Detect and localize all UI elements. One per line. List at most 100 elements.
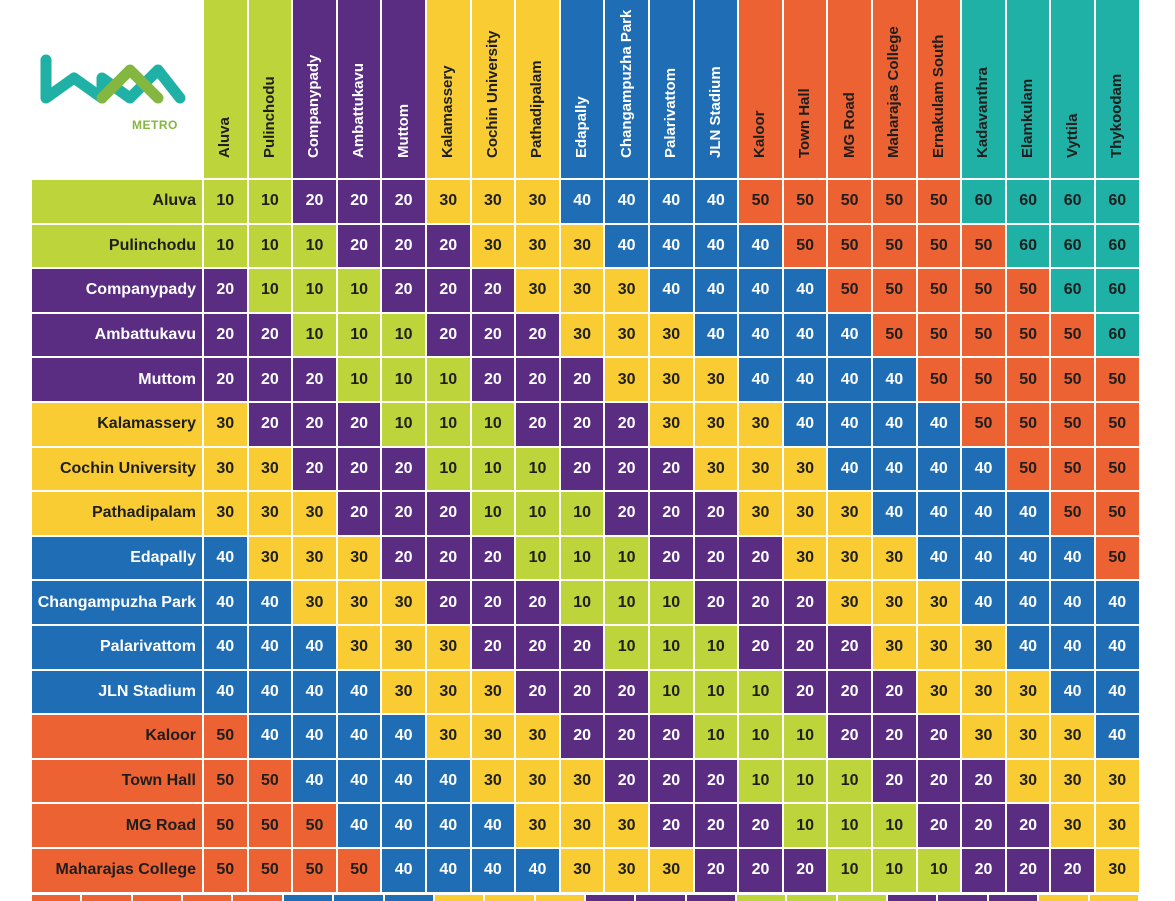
fare-cell: 50	[1096, 536, 1141, 582]
row-header-town-hall: Town Hall	[32, 759, 204, 805]
fare-cell: 30	[917, 626, 963, 671]
fare-cell: 50	[204, 804, 249, 849]
fare-cell: 40	[427, 849, 472, 894]
fare-cell: 20	[739, 536, 784, 582]
fare-cell: 40	[917, 492, 963, 537]
partial-cell	[737, 895, 788, 901]
column-header-label: Vyttila	[1063, 113, 1081, 158]
fare-cell: 30	[917, 670, 963, 716]
fare-cell: 40	[605, 180, 650, 225]
next-row-partial	[32, 895, 1140, 901]
fare-cell: 40	[1096, 715, 1141, 760]
fare-cell: 40	[873, 447, 918, 493]
fare-cell: 20	[516, 313, 561, 359]
fare-cell: 20	[427, 492, 472, 537]
fare-cell: 30	[1096, 849, 1141, 894]
fare-cell: 20	[1006, 804, 1052, 849]
fare-cell: 40	[427, 804, 472, 849]
column-header-label: MG Road	[840, 92, 858, 158]
fare-cell: 10	[516, 447, 561, 493]
fare-cell: 40	[873, 403, 918, 448]
fare-cell: 30	[605, 804, 650, 849]
column-header-label: Edapally	[573, 96, 591, 158]
fare-cell: 30	[873, 536, 918, 582]
fare-cell: 30	[204, 447, 249, 493]
column-header-label: Aluva	[216, 117, 234, 158]
fare-cell: 40	[248, 626, 294, 671]
logo-text: METRO	[132, 118, 178, 132]
fare-cell: 40	[694, 224, 740, 270]
fare-cell: 20	[783, 626, 829, 671]
fare-cell: 20	[605, 447, 650, 493]
fare-cell: 40	[828, 403, 873, 448]
fare-cell: 40	[382, 849, 427, 894]
fare-cell: 30	[248, 536, 294, 582]
fare-cell: 40	[204, 536, 249, 582]
fare-cell: 50	[293, 804, 338, 849]
fare-cell: 50	[739, 180, 784, 225]
fare-cell: 20	[560, 626, 606, 671]
fare-cell: 50	[1006, 269, 1052, 314]
fare-cell: 40	[739, 224, 784, 270]
fare-cell: 20	[739, 849, 784, 894]
fare-cell: 20	[828, 715, 873, 760]
fare-cell: 30	[1051, 759, 1096, 805]
fare-cell: 30	[694, 447, 740, 493]
fare-cell: 20	[917, 759, 963, 805]
fare-cell: 20	[962, 849, 1007, 894]
fare-cell: 20	[337, 492, 383, 537]
fare-cell: 30	[204, 492, 249, 537]
fare-cell: 30	[739, 447, 784, 493]
fare-cell: 20	[248, 313, 294, 359]
fare-cell: 10	[783, 804, 829, 849]
partial-cell	[1039, 895, 1090, 901]
fare-cell: 30	[560, 804, 606, 849]
fare-cell: 50	[917, 313, 963, 359]
fare-cell: 30	[739, 403, 784, 448]
fare-cell: 30	[560, 269, 606, 314]
row-header-ambattukavu: Ambattukavu	[32, 313, 204, 359]
fare-cell: 40	[962, 492, 1007, 537]
fare-cell: 10	[828, 849, 873, 894]
fare-cell: 10	[248, 180, 294, 225]
fare-cell: 20	[828, 670, 873, 716]
partial-cell	[787, 895, 838, 901]
row-header-kaloor: Kaloor	[32, 715, 204, 760]
column-header-label: Kadavanthra	[974, 67, 992, 158]
column-header-label: Pulinchodu	[260, 76, 278, 158]
fare-cell: 30	[337, 581, 383, 626]
fare-cell: 10	[783, 759, 829, 805]
fare-cell: 20	[248, 403, 294, 448]
fare-cell: 30	[1006, 715, 1052, 760]
fare-cell: 50	[1096, 492, 1141, 537]
fare-cell: 20	[1006, 849, 1052, 894]
fare-cell: 30	[694, 403, 740, 448]
row-header-companypady: Companypady	[32, 269, 204, 314]
partial-cell	[585, 895, 637, 901]
column-header-aluva: Aluva	[204, 0, 249, 178]
fare-cell: 30	[427, 715, 472, 760]
fare-cell: 50	[873, 224, 918, 270]
fare-cell: 60	[1096, 224, 1141, 270]
fare-cell: 40	[1096, 626, 1141, 671]
fare-cell: 60	[1051, 224, 1096, 270]
fare-cell: 20	[471, 358, 517, 403]
fare-cell: 10	[605, 536, 650, 582]
fare-cell: 30	[516, 269, 561, 314]
fare-cell: 20	[783, 670, 829, 716]
fare-cell: 50	[1051, 403, 1096, 448]
fare-cell: 10	[337, 358, 383, 403]
partial-cell	[32, 895, 83, 901]
fare-cell: 30	[204, 403, 249, 448]
fare-cell: 20	[694, 804, 740, 849]
fare-cell: 10	[516, 492, 561, 537]
fare-cell: 30	[739, 492, 784, 537]
fare-cell: 40	[783, 358, 829, 403]
fare-cell: 20	[1051, 849, 1096, 894]
column-header-palarivattom: Palarivattom	[650, 0, 695, 178]
column-header-label: Palarivattom	[662, 67, 680, 158]
fare-cell: 50	[828, 224, 873, 270]
fare-cell: 10	[382, 358, 427, 403]
fare-cell: 20	[650, 447, 695, 493]
fare-cell: 30	[427, 626, 472, 671]
